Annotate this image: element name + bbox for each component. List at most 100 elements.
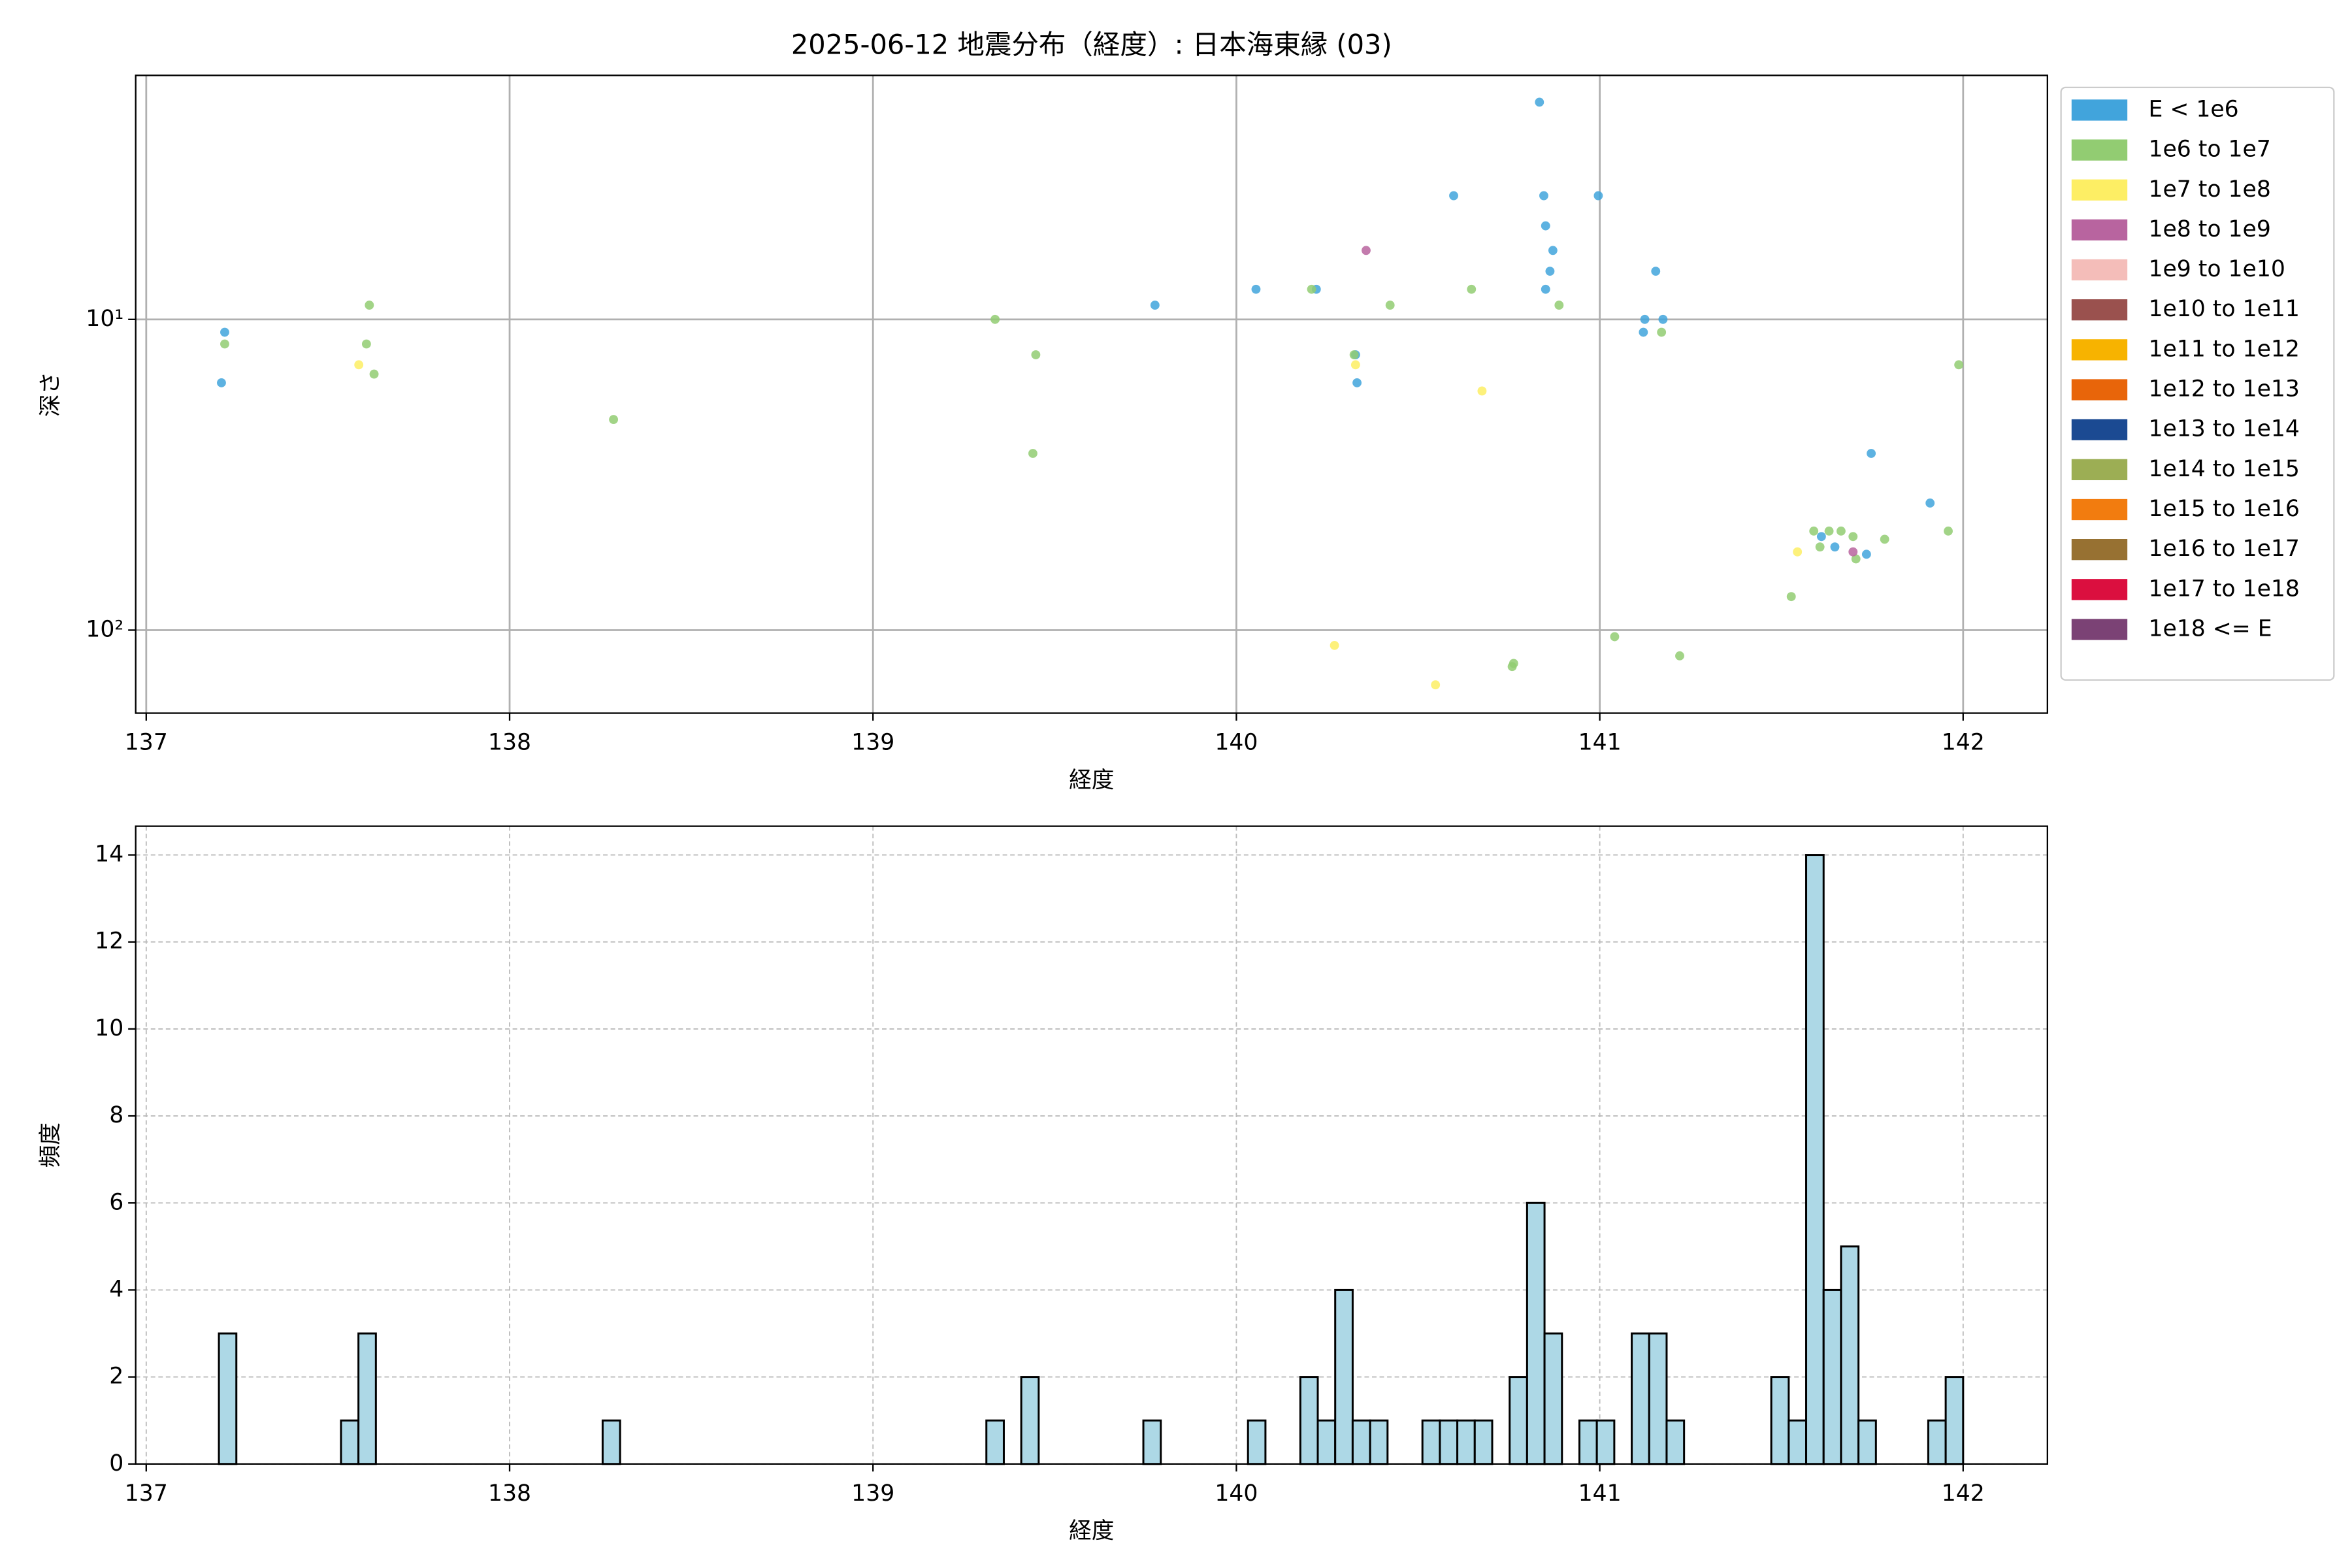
scatter-point: [1816, 532, 1826, 542]
x-tick-label: 137: [125, 730, 168, 756]
scatter-point: [990, 314, 1000, 324]
histogram-bar: [1316, 1419, 1337, 1465]
histogram-bar: [218, 1332, 238, 1465]
x-tick-label: 138: [488, 1480, 531, 1507]
x-tick-label: 138: [488, 730, 531, 756]
scatter-point: [1330, 640, 1339, 650]
scatter-point: [1467, 284, 1477, 294]
legend-swatch: [2071, 619, 2128, 640]
scatter-point: [217, 378, 226, 387]
scatter-point: [1349, 350, 1359, 359]
x-tick-label: 142: [1942, 730, 1985, 756]
histogram-bar: [340, 1419, 360, 1465]
scatter-point: [609, 415, 619, 425]
histogram-bar: [1247, 1419, 1267, 1465]
scatter-point: [361, 339, 371, 349]
legend-swatch: [2071, 219, 2128, 241]
histogram-bar: [1944, 1376, 1965, 1465]
histogram-bar: [1421, 1419, 1441, 1465]
histogram-bar: [1526, 1201, 1546, 1465]
histogram-bar: [1439, 1419, 1459, 1465]
scatter-point: [1809, 526, 1819, 536]
legend-swatch: [2071, 339, 2128, 361]
y-tick-label: 10: [95, 1015, 123, 1041]
legend-label: 1e17 to 1e18: [2148, 576, 2299, 602]
scatter-point: [1449, 191, 1458, 201]
y-tick-label: 14: [95, 841, 123, 868]
legend-label: 1e15 to 1e16: [2148, 496, 2299, 522]
y-tick-label: 8: [109, 1102, 123, 1128]
scatter-point: [1944, 526, 1953, 536]
scatter-point: [1610, 632, 1620, 642]
legend-label: 1e13 to 1e14: [2148, 416, 2299, 442]
histogram-bar: [1788, 1419, 1808, 1465]
x-axis-label: 経度: [1069, 1518, 1114, 1544]
legend-label: 1e18 <= E: [2148, 615, 2272, 642]
scatter-point: [1675, 651, 1684, 661]
legend-label: 1e14 to 1e15: [2148, 456, 2299, 482]
scatter-point: [1815, 542, 1825, 552]
scatter-point: [220, 327, 229, 337]
scatter-point: [1925, 498, 1935, 508]
scatter-point: [1793, 547, 1803, 557]
legend-swatch: [2071, 539, 2128, 561]
scatter-point: [1352, 378, 1362, 387]
plot-frame: [135, 825, 2048, 1465]
y-tick-label: 12: [95, 928, 123, 955]
legend-label: 1e9 to 1e10: [2148, 256, 2285, 282]
scatter-point: [1251, 284, 1261, 294]
scatter-point: [1867, 449, 1876, 458]
legend-swatch: [2071, 459, 2128, 480]
y-tick-label: 10²: [86, 616, 123, 642]
scatter-point: [1350, 360, 1360, 370]
legend-swatch: [2071, 259, 2128, 281]
x-tick-label: 139: [851, 730, 894, 756]
scatter-point: [1651, 267, 1661, 276]
scatter-point: [1535, 97, 1544, 107]
histogram-bar: [1665, 1419, 1686, 1465]
histogram-bar: [357, 1332, 377, 1465]
legend-swatch: [2071, 379, 2128, 400]
legend-label: 1e10 to 1e11: [2148, 296, 2299, 322]
legend-label: 1e11 to 1e12: [2148, 336, 2299, 362]
scatter-point: [1150, 301, 1160, 310]
scatter-point: [1861, 549, 1871, 559]
plot-frame: [135, 74, 2048, 714]
scatter-point: [1639, 327, 1648, 337]
legend-label: 1e6 to 1e7: [2148, 137, 2270, 163]
legend-frame: [2060, 86, 2335, 681]
scatter-point: [1554, 301, 1564, 310]
histogram-bar: [1631, 1332, 1650, 1465]
scatter-point: [1431, 680, 1441, 690]
histogram-bar: [1142, 1419, 1162, 1465]
legend-label: 1e8 to 1e9: [2148, 216, 2270, 242]
scatter-point: [1880, 534, 1889, 544]
histogram-bar: [1020, 1376, 1040, 1465]
scatter-point: [1545, 267, 1555, 276]
histogram-bar: [1456, 1419, 1476, 1465]
scatter-point: [1507, 662, 1517, 672]
y-tick-label: 0: [109, 1450, 123, 1477]
legend-label: 1e12 to 1e13: [2148, 376, 2299, 402]
histogram-bar: [1840, 1245, 1860, 1465]
legend-swatch: [2071, 498, 2128, 521]
histogram-bar: [1927, 1419, 1947, 1465]
chart-title: 2025-06-12 地震分布（経度）: 日本海東縁 (03): [791, 29, 1392, 61]
scatter-point: [220, 339, 229, 349]
histogram-bar: [1578, 1419, 1598, 1465]
scatter-point: [1385, 301, 1395, 310]
legend-swatch: [2071, 179, 2128, 201]
legend-swatch: [2071, 99, 2128, 121]
scatter-point: [1028, 449, 1037, 458]
histogram-bar: [1543, 1332, 1563, 1465]
legend-label: E < 1e6: [2148, 96, 2238, 122]
histogram-bar: [1473, 1419, 1494, 1465]
legend-swatch: [2071, 299, 2128, 321]
x-axis-label: 経度: [1069, 767, 1114, 793]
scatter-point: [1657, 327, 1667, 337]
scatter-point: [1541, 221, 1550, 231]
histogram-bar: [601, 1419, 621, 1465]
scatter-point: [1830, 542, 1840, 552]
